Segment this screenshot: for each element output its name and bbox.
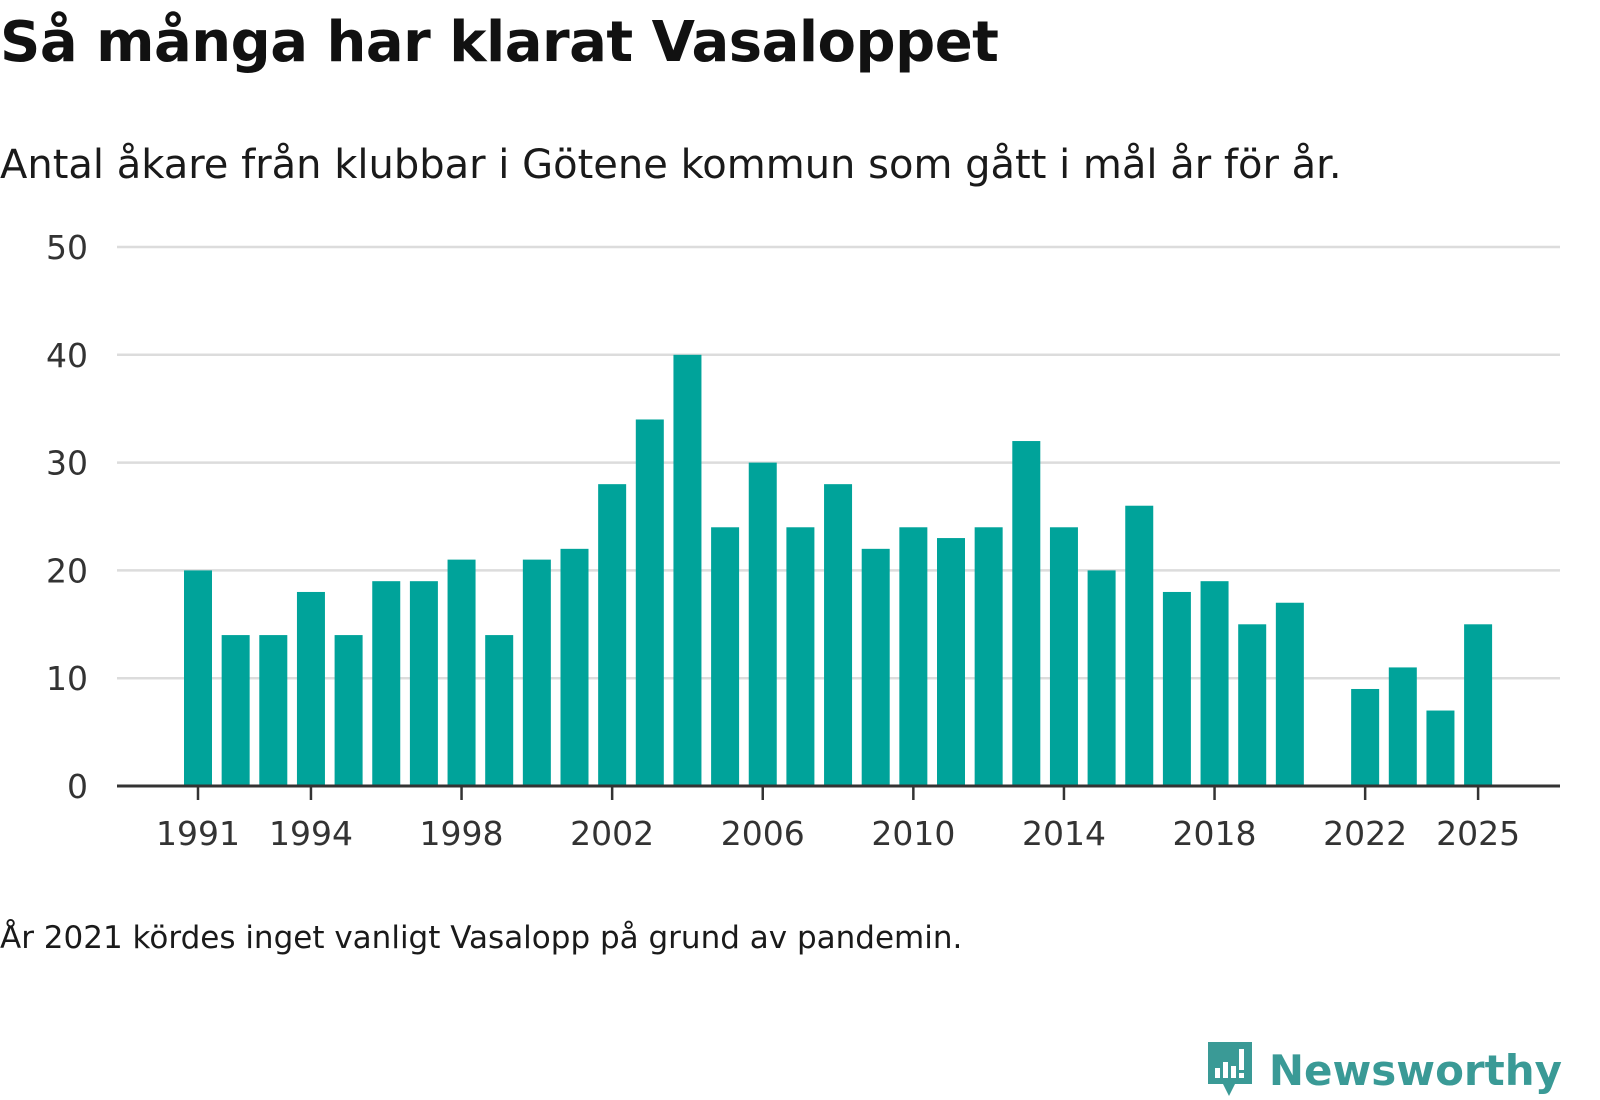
bar-chart: 0 10 20 30 40 50 1991 1994 1998 2002 2006 2010 2014… <box>46 228 1560 853</box>
bar-2020 <box>1275 602 1304 786</box>
x-tick-label: 2006 <box>721 814 805 853</box>
bar-1991 <box>184 570 212 786</box>
x-tick-label: 2018 <box>1173 814 1257 853</box>
bar-1993 <box>259 635 288 786</box>
x-tick-label: 2022 <box>1323 814 1407 853</box>
bar-2009 <box>861 548 890 786</box>
bar-2000 <box>522 559 551 786</box>
x-tick-label: 1994 <box>269 814 353 853</box>
bar-1992 <box>221 635 250 786</box>
bar-2018 <box>1200 581 1229 786</box>
bar-2001 <box>560 548 589 786</box>
y-tick-label: 10 <box>46 659 88 698</box>
x-tick-label: 2014 <box>1022 814 1106 853</box>
bar-2024 <box>1426 710 1455 786</box>
x-tick-label: 1998 <box>420 814 504 853</box>
y-tick-label: 20 <box>46 551 88 590</box>
bar-2002 <box>598 484 627 786</box>
bar-2023 <box>1388 667 1417 786</box>
x-tick-label: 2002 <box>570 814 654 853</box>
bar-2025 <box>1464 624 1493 786</box>
bar-1997 <box>409 581 438 786</box>
bar-2008 <box>824 484 853 786</box>
newsworthy-logo-icon <box>1207 1042 1252 1096</box>
bar-2005 <box>711 527 740 786</box>
x-tick-label: 1991 <box>156 814 240 853</box>
y-tick-label: 30 <box>46 444 88 483</box>
chart-note: År 2021 kördes inget vanligt Vasalopp på… <box>0 920 963 956</box>
bars <box>184 354 1493 786</box>
bar-2016 <box>1125 505 1154 786</box>
x-tick-label: 2025 <box>1436 814 1520 853</box>
bar-2010 <box>899 527 928 786</box>
bar-2012 <box>974 527 1003 786</box>
brand-name: Newsworthy <box>1268 1045 1562 1095</box>
bar-2013 <box>1012 441 1041 786</box>
bar-2017 <box>1162 591 1191 786</box>
bar-2011 <box>937 538 965 786</box>
brand-logo: Newsworthy <box>1205 1040 1562 1100</box>
bar-1995 <box>334 635 363 786</box>
bar-2007 <box>786 527 815 786</box>
y-tick-label: 40 <box>46 336 88 375</box>
bar-2014 <box>1049 527 1078 786</box>
y-tick-label: 50 <box>46 228 88 267</box>
bar-1996 <box>372 581 401 786</box>
chart-title: Så många har klarat Vasaloppet <box>0 10 999 75</box>
bar-2006 <box>748 462 777 786</box>
x-tick-label: 2010 <box>871 814 955 853</box>
gridlines: 0 10 20 30 40 50 <box>46 228 1560 806</box>
bar-2015 <box>1087 570 1116 786</box>
bar-1994 <box>296 591 325 786</box>
x-axis-ticks: 1991 1994 1998 2002 2006 2010 2014 2018 2022 2025 <box>156 786 1520 853</box>
bar-2022 <box>1351 688 1380 786</box>
bar-1998 <box>447 559 476 786</box>
y-tick-label: 0 <box>67 767 88 806</box>
bar-1999 <box>485 635 514 786</box>
chart-subtitle: Antal åkare från klubbar i Götene kommun… <box>0 142 1342 188</box>
bar-2004 <box>673 354 702 786</box>
bar-2019 <box>1238 624 1267 786</box>
bar-2003 <box>635 419 664 786</box>
